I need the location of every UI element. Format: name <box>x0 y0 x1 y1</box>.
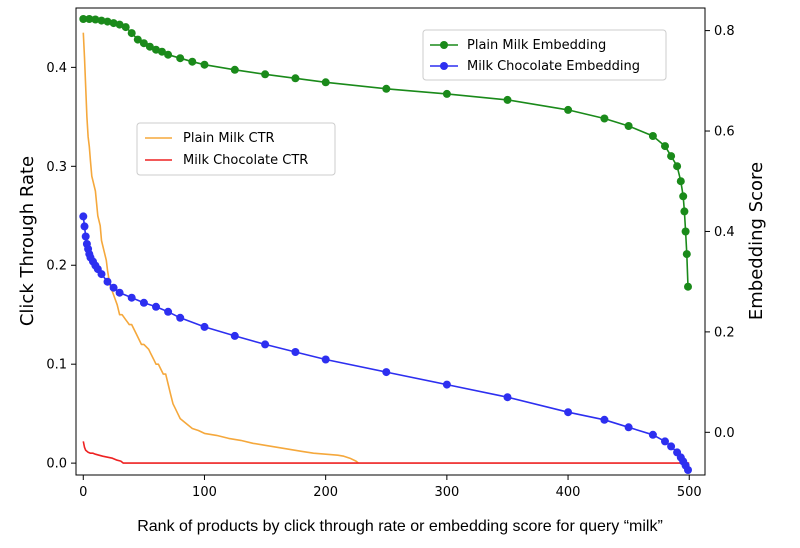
legend-label-milk-chocolate-ctr: Milk Chocolate CTR <box>183 153 308 168</box>
data-point-plain-milk-embedding <box>503 95 512 104</box>
y-right-tick-label: 0.2 <box>714 325 735 340</box>
data-point-plain-milk-embedding <box>164 50 173 59</box>
data-point-plain-milk-embedding <box>684 282 692 291</box>
data-point-plain-milk-embedding <box>115 20 124 29</box>
y-axis-left-label: Click Through Rate <box>17 156 38 326</box>
data-point-plain-milk-embedding <box>188 57 197 66</box>
data-point-milk-chocolate-embedding <box>661 437 669 446</box>
data-point-plain-milk-embedding <box>133 35 142 44</box>
y-right-tick-label: 0.4 <box>714 225 735 240</box>
data-point-plain-milk-embedding <box>261 70 270 79</box>
x-axis-label: Rank of products by click through rate o… <box>137 518 663 535</box>
legend-label-plain-milk-embedding: Plain Milk Embedding <box>467 38 606 53</box>
y-left-tick-label: 0.3 <box>46 160 67 175</box>
data-point-plain-milk-embedding <box>103 17 112 26</box>
y-left-tick-label: 0.0 <box>46 457 67 472</box>
data-point-plain-milk-embedding <box>127 29 136 38</box>
y-right-tick-label: 0.0 <box>714 426 735 441</box>
data-point-milk-chocolate-embedding <box>79 212 88 221</box>
data-point-milk-chocolate-embedding <box>321 355 330 364</box>
data-point-milk-chocolate-embedding <box>442 380 451 389</box>
data-point-plain-milk-embedding <box>681 227 690 236</box>
data-point-milk-chocolate-embedding <box>164 307 173 316</box>
x-tick-label: 500 <box>677 485 702 500</box>
data-point-milk-chocolate-embedding <box>109 283 118 292</box>
data-point-milk-chocolate-embedding <box>200 322 209 331</box>
x-tick-label: 0 <box>79 485 87 500</box>
data-point-milk-chocolate-embedding <box>139 298 148 307</box>
legend-marker-plain-milk-embedding <box>440 41 448 49</box>
data-point-milk-chocolate-embedding <box>624 423 633 432</box>
y-left-tick-label: 0.2 <box>46 259 67 274</box>
data-point-plain-milk-embedding <box>230 65 239 74</box>
legend-marker-milk-chocolate-embedding <box>440 62 448 70</box>
legend-label-plain-milk-ctr: Plain Milk CTR <box>183 131 275 146</box>
legend-embedding-box <box>422 29 667 81</box>
y-left-tick-label: 0.4 <box>46 61 67 76</box>
data-point-milk-chocolate-embedding <box>648 430 657 439</box>
data-point-milk-chocolate-embedding <box>115 288 124 297</box>
x-tick-label: 400 <box>556 485 581 500</box>
data-point-plain-milk-embedding <box>91 15 100 24</box>
data-point-plain-milk-embedding <box>176 54 185 63</box>
data-point-milk-chocolate-embedding <box>291 348 300 356</box>
data-point-plain-milk-embedding <box>139 39 148 48</box>
data-point-milk-chocolate-embedding <box>176 313 185 322</box>
x-tick-label: 200 <box>313 485 338 500</box>
data-point-milk-chocolate-embedding <box>97 270 106 279</box>
data-point-plain-milk-embedding <box>85 15 94 23</box>
y-axis-right-label: Embedding Score <box>746 162 767 320</box>
y-left-tick-label: 0.1 <box>46 358 67 373</box>
data-point-milk-chocolate-embedding <box>81 232 90 241</box>
data-point-plain-milk-embedding <box>321 78 330 87</box>
x-tick-label: 100 <box>192 485 217 500</box>
legend-ctr-box <box>136 122 336 176</box>
data-point-plain-milk-embedding <box>679 192 688 201</box>
data-point-plain-milk-embedding <box>624 122 633 130</box>
data-point-plain-milk-embedding <box>600 114 609 123</box>
data-point-plain-milk-embedding <box>680 207 689 216</box>
data-point-milk-chocolate-embedding <box>103 277 112 286</box>
series-line-plain-milk-ctr <box>82 32 359 464</box>
plot-area <box>75 7 706 476</box>
data-point-milk-chocolate-embedding <box>80 222 89 231</box>
data-point-plain-milk-embedding <box>200 60 209 69</box>
x-tick-label: 300 <box>434 485 459 500</box>
data-point-milk-chocolate-embedding <box>127 293 136 302</box>
data-point-milk-chocolate-embedding <box>600 415 609 424</box>
data-point-milk-chocolate-embedding <box>230 331 239 340</box>
data-point-plain-milk-embedding <box>648 132 657 140</box>
data-point-plain-milk-embedding <box>97 16 106 25</box>
data-point-plain-milk-embedding <box>382 84 391 93</box>
data-point-plain-milk-embedding <box>673 162 682 171</box>
legend-label-milk-chocolate-embedding: Milk Chocolate Embedding <box>467 59 640 74</box>
data-point-plain-milk-embedding <box>109 19 118 28</box>
data-point-plain-milk-embedding <box>661 142 669 151</box>
data-point-plain-milk-embedding <box>564 105 573 114</box>
data-point-plain-milk-embedding <box>158 47 166 56</box>
data-point-milk-chocolate-embedding <box>503 393 512 402</box>
data-point-plain-milk-embedding <box>682 250 691 259</box>
data-point-milk-chocolate-embedding <box>667 442 676 451</box>
data-point-plain-milk-embedding <box>121 23 130 32</box>
data-point-milk-chocolate-embedding <box>564 408 573 417</box>
data-point-plain-milk-embedding <box>145 42 154 51</box>
data-point-plain-milk-embedding <box>676 177 685 186</box>
data-point-milk-chocolate-embedding <box>684 466 692 474</box>
data-point-plain-milk-embedding <box>442 89 451 98</box>
y-right-tick-label: 0.6 <box>714 125 735 140</box>
data-point-plain-milk-embedding <box>291 74 300 83</box>
data-point-plain-milk-embedding <box>79 15 88 23</box>
data-point-plain-milk-embedding <box>667 152 676 161</box>
series-layer <box>79 15 692 474</box>
data-point-milk-chocolate-embedding <box>261 340 270 349</box>
data-point-milk-chocolate-embedding <box>382 368 391 377</box>
y-right-tick-label: 0.8 <box>714 24 735 39</box>
legend-embedding: Plain Milk Embedding Milk Chocolate Embe… <box>422 29 667 81</box>
axes: 0 100 200 300 400 500 0.0 0.1 0.2 0.3 0.4 0.0 0.2 0.4… <box>46 24 734 500</box>
legend-ctr: Plain Milk CTR Milk Chocolate CTR <box>136 122 336 176</box>
series-line-milk-chocolate-ctr <box>82 441 690 464</box>
data-point-milk-chocolate-embedding <box>152 302 160 311</box>
